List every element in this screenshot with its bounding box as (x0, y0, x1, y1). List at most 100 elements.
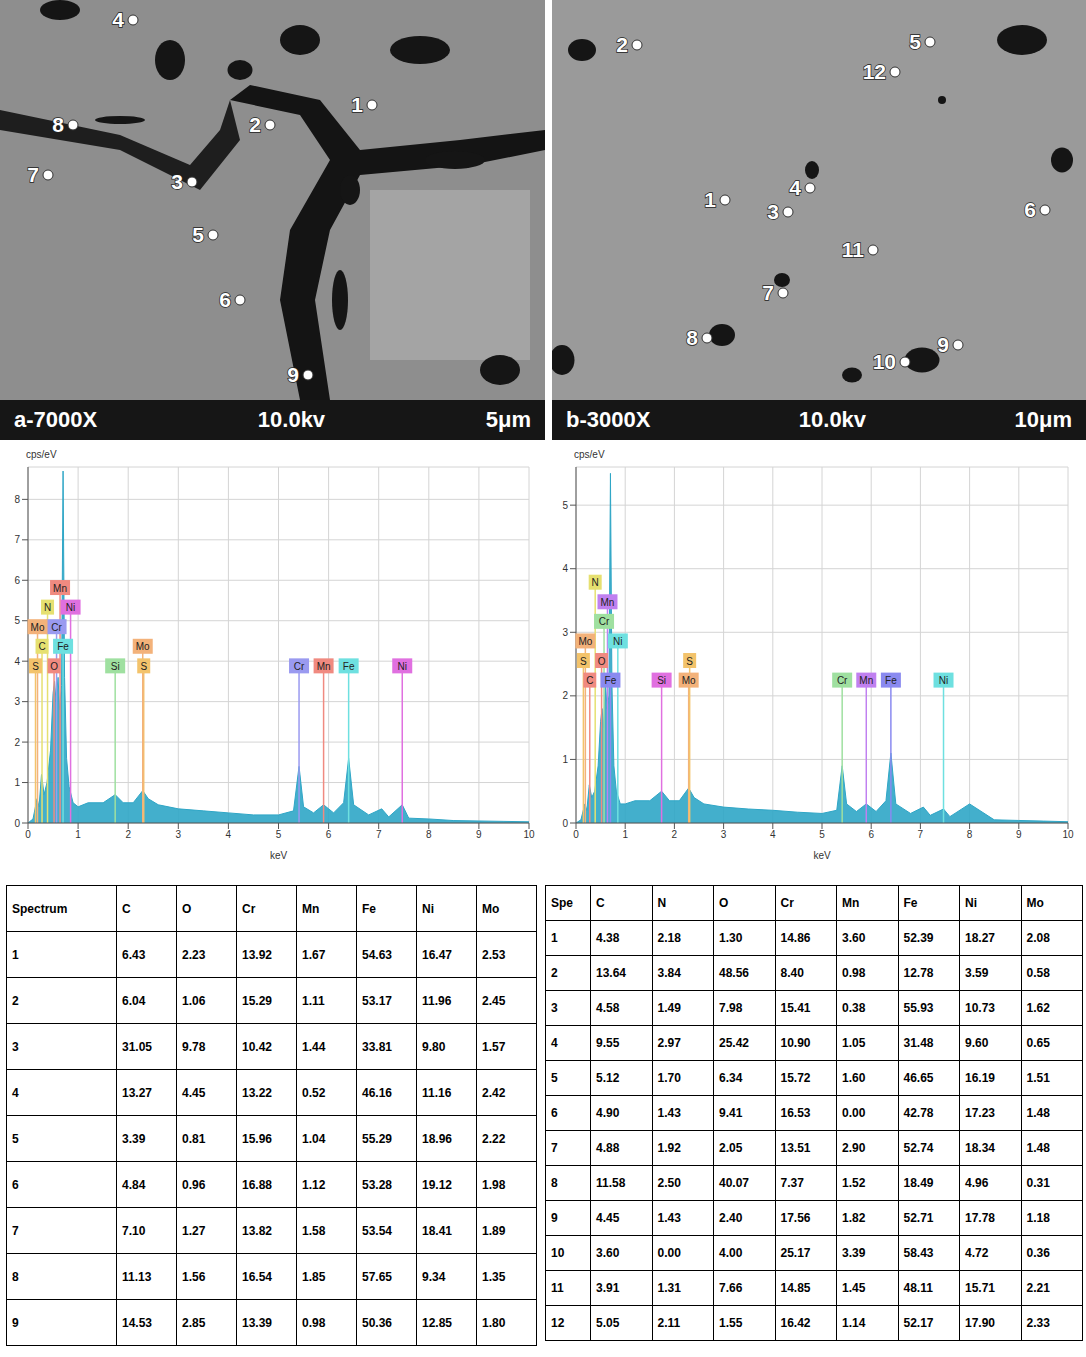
svg-text:4: 4 (112, 8, 124, 31)
svg-text:3: 3 (721, 829, 727, 840)
svg-text:4: 4 (789, 176, 801, 199)
svg-text:Mn: Mn (317, 661, 331, 672)
svg-text:9: 9 (476, 829, 482, 840)
svg-text:Mn: Mn (53, 583, 67, 594)
svg-text:3: 3 (562, 627, 568, 638)
svg-text:C: C (586, 675, 593, 686)
svg-text:Fe: Fe (57, 641, 69, 652)
html-text:Mn: Mn (302, 901, 320, 916)
svg-text:S: S (580, 656, 587, 667)
svg-text:0: 0 (573, 829, 579, 840)
svg-text:Ni: Ni (66, 602, 75, 613)
svg-text:2: 2 (616, 33, 628, 56)
svg-text:Fe: Fe (885, 675, 897, 686)
svg-text:Ni: Ni (613, 636, 622, 647)
svg-text:6: 6 (868, 829, 874, 840)
svg-text:Cr: Cr (837, 675, 848, 686)
svg-text:10: 10 (873, 350, 896, 373)
svg-text:Mo: Mo (31, 622, 45, 633)
svg-text:keV: keV (813, 850, 831, 861)
svg-text:1: 1 (351, 93, 363, 116)
svg-text:4: 4 (226, 829, 232, 840)
svg-text:Cr: Cr (294, 661, 305, 672)
svg-text:5: 5 (819, 829, 825, 840)
svg-text:Fe: Fe (343, 661, 355, 672)
svg-text:Mo: Mo (682, 675, 696, 686)
svg-text:Ni: Ni (939, 675, 948, 686)
svg-text:6: 6 (326, 829, 332, 840)
svg-text:8: 8 (52, 113, 64, 136)
svg-text:3: 3 (14, 696, 20, 707)
svg-text:5: 5 (14, 615, 20, 626)
svg-text:10: 10 (523, 829, 535, 840)
svg-text:O: O (50, 661, 58, 672)
svg-text:6: 6 (14, 575, 20, 586)
html-text:10μm: 10μm (1014, 407, 1072, 432)
html-text:b-3000X: b-3000X (566, 407, 651, 432)
html-text:10.0kv: 10.0kv (257, 407, 326, 432)
svg-text:5: 5 (192, 223, 204, 246)
svg-text:9: 9 (287, 363, 299, 386)
svg-text:3: 3 (176, 829, 182, 840)
svg-text:7: 7 (376, 829, 382, 840)
svg-text:Ni: Ni (398, 661, 407, 672)
svg-text:1: 1 (75, 829, 81, 840)
svg-text:Cr: Cr (51, 622, 62, 633)
svg-text:9: 9 (937, 333, 949, 356)
svg-text:7: 7 (14, 534, 20, 545)
svg-text:6: 6 (219, 288, 231, 311)
svg-text:8: 8 (14, 494, 20, 505)
svg-text:2: 2 (562, 690, 568, 701)
svg-text:7: 7 (762, 281, 774, 304)
svg-text:8: 8 (426, 829, 432, 840)
svg-text:0: 0 (25, 829, 31, 840)
svg-text:1: 1 (622, 829, 628, 840)
svg-text:12: 12 (863, 60, 886, 83)
svg-text:S: S (140, 661, 147, 672)
svg-text:8: 8 (686, 326, 698, 349)
svg-text:Si: Si (657, 675, 666, 686)
svg-text:keV: keV (270, 850, 288, 861)
svg-text:Mn: Mn (601, 597, 615, 608)
html-text:Spectrum: Spectrum (12, 901, 68, 916)
svg-text:11: 11 (842, 238, 865, 261)
svg-text:S: S (686, 656, 693, 667)
svg-text:O: O (598, 656, 606, 667)
svg-text:9: 9 (1016, 829, 1022, 840)
svg-text:4: 4 (14, 656, 20, 667)
svg-text:10: 10 (1062, 829, 1074, 840)
svg-text:Mn: Mn (859, 675, 873, 686)
svg-text:7: 7 (27, 163, 39, 186)
svg-text:Si: Si (111, 661, 120, 672)
svg-text:Fe: Fe (605, 675, 617, 686)
svg-text:7: 7 (918, 829, 924, 840)
svg-text:5: 5 (909, 30, 921, 53)
svg-text:1: 1 (562, 754, 568, 765)
svg-text:2: 2 (14, 737, 20, 748)
svg-text:5: 5 (276, 829, 282, 840)
html-text:10.0kv: 10.0kv (798, 407, 867, 432)
html-text:a-7000X: a-7000X (14, 407, 98, 432)
svg-text:4: 4 (562, 563, 568, 574)
svg-text:5: 5 (562, 500, 568, 511)
svg-text:3: 3 (767, 200, 779, 223)
svg-text:Mo: Mo (136, 641, 150, 652)
svg-text:Cr: Cr (599, 616, 610, 627)
svg-text:0: 0 (14, 818, 20, 829)
svg-text:1: 1 (704, 188, 716, 211)
html-text:5μm: 5μm (485, 407, 531, 432)
svg-text:S: S (32, 661, 39, 672)
svg-text:8: 8 (967, 829, 973, 840)
svg-text:3: 3 (171, 170, 183, 193)
svg-text:2: 2 (125, 829, 131, 840)
svg-text:0: 0 (562, 818, 568, 829)
svg-text:1: 1 (14, 777, 20, 788)
svg-text:N: N (44, 602, 51, 613)
svg-text:Mo: Mo (578, 636, 592, 647)
svg-text:N: N (592, 577, 599, 588)
svg-text:2: 2 (249, 113, 261, 136)
svg-text:C: C (38, 641, 45, 652)
svg-text:6: 6 (1024, 198, 1036, 221)
svg-text:4: 4 (770, 829, 776, 840)
svg-text:2: 2 (672, 829, 678, 840)
